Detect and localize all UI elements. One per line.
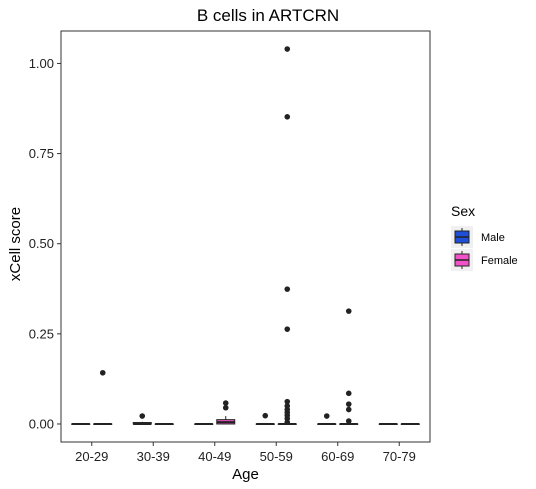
x-axis-title: Age bbox=[232, 466, 259, 483]
legend-title: Sex bbox=[451, 203, 475, 219]
legend-key-female bbox=[451, 249, 473, 271]
x-tick-label: 30-39 bbox=[137, 449, 170, 464]
outlier-point bbox=[284, 419, 291, 425]
x-axis: 20-29 30-39 40-49 50-59 60-69 70-79 bbox=[75, 442, 416, 464]
y-axis-title: xCell score bbox=[7, 207, 24, 281]
outlier-point bbox=[284, 326, 291, 332]
legend-key-male bbox=[451, 226, 473, 248]
outlier-point bbox=[139, 413, 146, 419]
outlier-point bbox=[222, 404, 229, 411]
outlier-point bbox=[262, 412, 269, 419]
outlier-point bbox=[345, 406, 352, 413]
chart-title: B cells in ARTCRN bbox=[196, 6, 340, 25]
legend-label-male: Male bbox=[481, 232, 505, 244]
legend-label-female: Female bbox=[481, 255, 518, 267]
outlier-point bbox=[345, 390, 352, 397]
x-tick-label: 20-29 bbox=[75, 449, 108, 464]
box-male-70-79 bbox=[378, 422, 398, 425]
box-plots bbox=[71, 46, 420, 425]
outlier-point bbox=[99, 369, 106, 376]
outlier-point bbox=[284, 46, 291, 52]
y-axis: 0.00 0.25 0.50 0.75 1.00 bbox=[29, 56, 61, 431]
x-tick-label: 50-59 bbox=[260, 449, 293, 464]
box-male-40-49 bbox=[194, 422, 214, 425]
box-female-60-69 bbox=[339, 308, 359, 425]
outlier-point bbox=[323, 413, 330, 419]
plot-panel-border bbox=[60, 30, 431, 443]
box-female-30-39 bbox=[154, 422, 174, 425]
x-tick-label: 40-49 bbox=[198, 449, 231, 464]
y-tick-label: 0.75 bbox=[29, 146, 54, 161]
x-tick-label: 60-69 bbox=[321, 449, 354, 464]
outlier-point bbox=[284, 114, 291, 120]
box-male-50-59 bbox=[255, 412, 275, 425]
outlier-point bbox=[345, 401, 352, 407]
box-male-30-39 bbox=[132, 413, 152, 425]
outlier-point bbox=[345, 308, 352, 314]
y-tick-label: 0.50 bbox=[29, 236, 54, 251]
box-female-40-49 bbox=[216, 400, 236, 425]
outlier-point bbox=[222, 400, 229, 406]
outlier-point bbox=[284, 398, 291, 405]
outlier-point bbox=[284, 286, 291, 292]
x-tick-label: 70-79 bbox=[383, 449, 416, 464]
box-female-50-59 bbox=[277, 46, 297, 425]
box-female-70-79 bbox=[400, 422, 420, 425]
legend: Sex Male Female bbox=[451, 203, 518, 271]
box-male-60-69 bbox=[317, 413, 337, 425]
outlier-point bbox=[345, 418, 352, 424]
y-tick-label: 1.00 bbox=[29, 56, 54, 71]
y-tick-label: 0.00 bbox=[29, 416, 54, 431]
y-tick-label: 0.25 bbox=[29, 326, 54, 341]
box-female-20-29 bbox=[93, 369, 113, 425]
box-male-20-29 bbox=[71, 422, 91, 425]
